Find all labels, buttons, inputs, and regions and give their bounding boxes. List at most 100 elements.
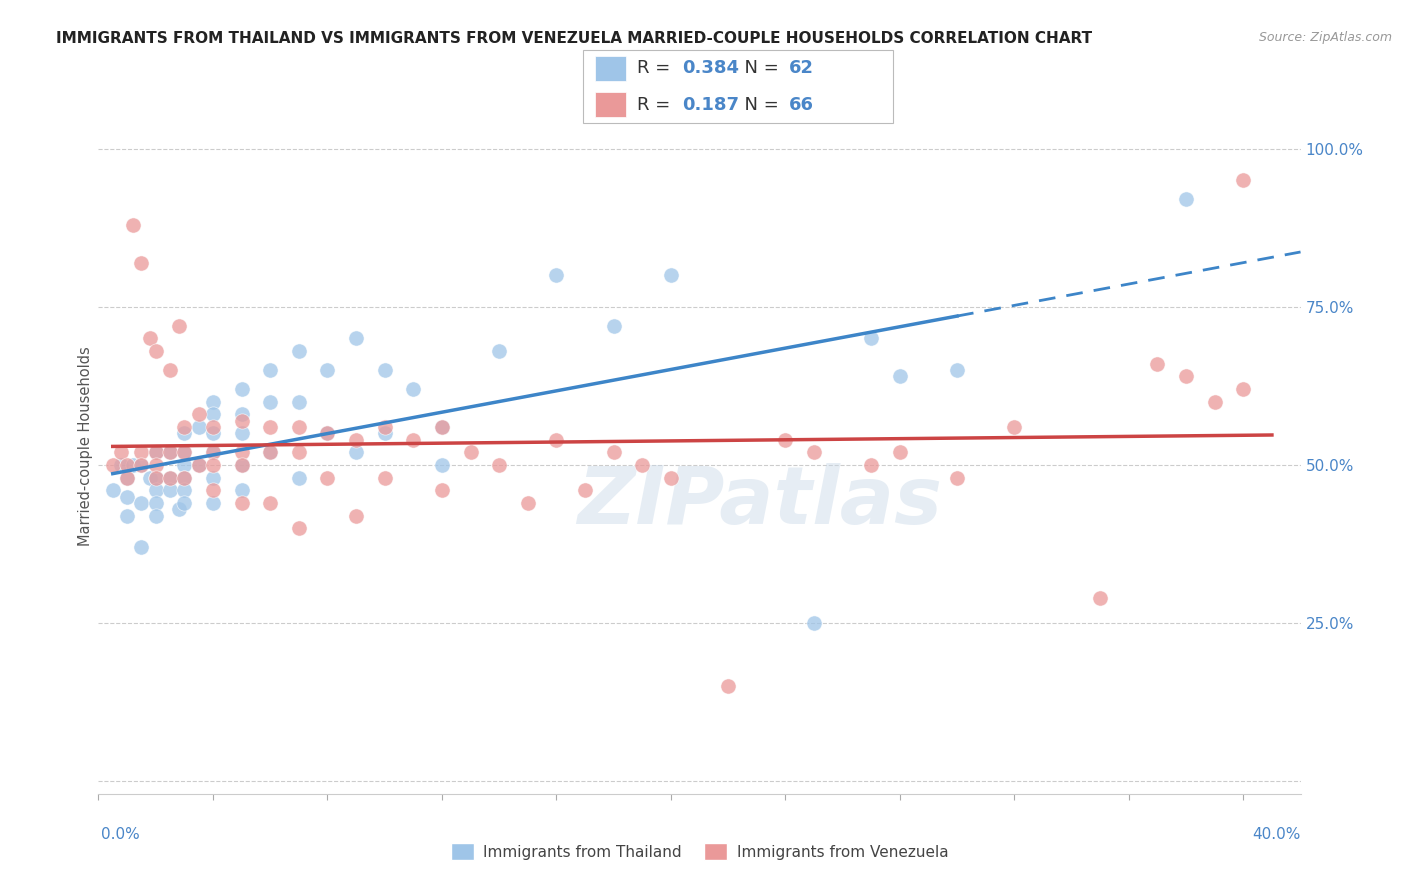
Point [110, 445, 132, 459]
Point [374, 363, 396, 377]
Point [1232, 173, 1254, 187]
Point [201, 483, 224, 498]
Point [145, 445, 167, 459]
Point [775, 433, 797, 447]
Point [187, 408, 209, 422]
Point [402, 433, 425, 447]
Point [173, 458, 195, 472]
Point [1204, 394, 1226, 409]
Point [115, 470, 138, 484]
Point [402, 382, 425, 396]
Point [430, 458, 453, 472]
Point [288, 521, 311, 535]
Point [201, 470, 224, 484]
Point [115, 490, 138, 504]
Point [316, 426, 339, 441]
Point [201, 445, 224, 459]
Point [946, 363, 969, 377]
Point [288, 420, 311, 434]
Text: IMMIGRANTS FROM THAILAND VS IMMIGRANTS FROM VENEZUELA MARRIED-COUPLE HOUSEHOLDS : IMMIGRANTS FROM THAILAND VS IMMIGRANTS F… [56, 31, 1092, 46]
Point [131, 255, 153, 269]
Point [659, 268, 682, 283]
Point [889, 369, 911, 384]
Point [288, 445, 311, 459]
Point [173, 470, 195, 484]
Text: 62: 62 [789, 59, 814, 78]
Point [159, 445, 181, 459]
Point [173, 470, 195, 484]
Point [145, 496, 167, 510]
Point [139, 331, 162, 345]
Point [488, 344, 510, 359]
Point [259, 363, 281, 377]
Text: 66: 66 [789, 95, 814, 114]
Point [1146, 357, 1168, 371]
Point [139, 470, 162, 484]
Point [546, 268, 568, 283]
Point [1002, 420, 1025, 434]
Point [231, 426, 253, 441]
Point [201, 426, 224, 441]
Point [1175, 369, 1198, 384]
Point [259, 445, 281, 459]
Point [259, 445, 281, 459]
Point [430, 483, 453, 498]
Point [316, 426, 339, 441]
Point [145, 445, 167, 459]
Point [145, 458, 167, 472]
Point [131, 540, 153, 554]
Point [316, 470, 339, 484]
Text: N =: N = [733, 59, 785, 78]
Text: 0.0%: 0.0% [101, 827, 141, 841]
Point [145, 483, 167, 498]
Point [121, 218, 143, 232]
Point [374, 470, 396, 484]
Text: Source: ZipAtlas.com: Source: ZipAtlas.com [1258, 31, 1392, 45]
Point [1088, 591, 1111, 605]
Point [288, 470, 311, 484]
Point [131, 496, 153, 510]
Point [101, 483, 124, 498]
Point [187, 458, 209, 472]
Point [201, 408, 224, 422]
Text: 40.0%: 40.0% [1253, 827, 1301, 841]
Point [231, 382, 253, 396]
Y-axis label: Married-couple Households: Married-couple Households [77, 346, 93, 546]
Point [259, 496, 281, 510]
Point [131, 458, 153, 472]
Point [115, 508, 138, 523]
Point [231, 445, 253, 459]
Point [288, 394, 311, 409]
Point [803, 445, 825, 459]
Point [602, 318, 624, 333]
Point [131, 458, 153, 472]
Point [173, 426, 195, 441]
Point [316, 363, 339, 377]
Point [430, 420, 453, 434]
Point [173, 496, 195, 510]
Point [631, 458, 654, 472]
Point [659, 470, 682, 484]
Point [946, 470, 969, 484]
Point [574, 483, 596, 498]
Point [159, 470, 181, 484]
Point [121, 458, 143, 472]
Point [187, 458, 209, 472]
Text: N =: N = [733, 95, 785, 114]
Point [288, 344, 311, 359]
Point [546, 433, 568, 447]
Point [1175, 192, 1198, 206]
Point [231, 458, 253, 472]
Point [374, 420, 396, 434]
Point [374, 426, 396, 441]
Legend: Immigrants from Thailand, Immigrants from Venezuela: Immigrants from Thailand, Immigrants fro… [444, 838, 955, 866]
Point [159, 445, 181, 459]
Point [187, 420, 209, 434]
Point [131, 445, 153, 459]
Point [344, 508, 367, 523]
Point [860, 458, 883, 472]
Point [231, 408, 253, 422]
Point [717, 679, 740, 693]
Point [803, 616, 825, 631]
Point [231, 414, 253, 428]
